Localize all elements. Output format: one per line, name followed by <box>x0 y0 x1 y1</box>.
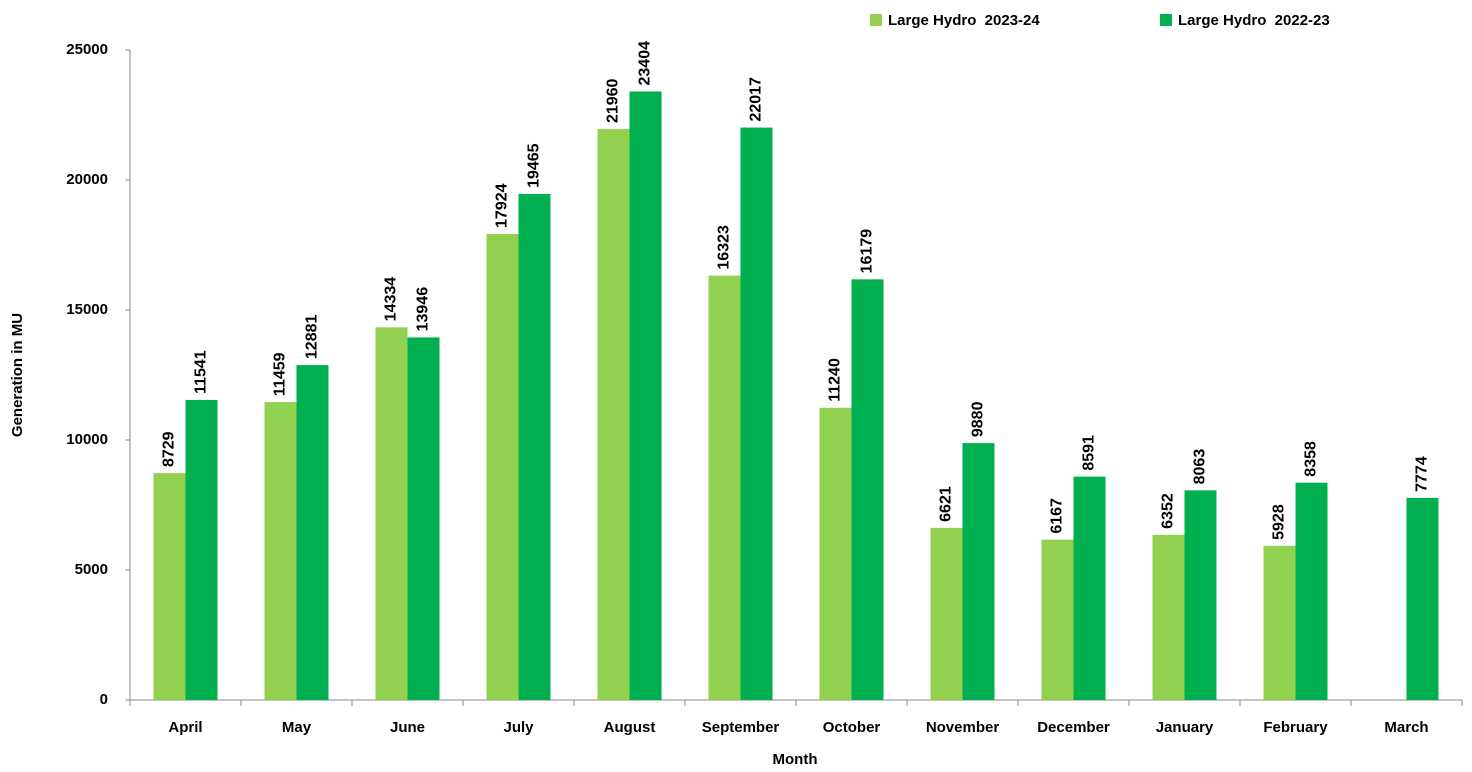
bar <box>930 527 963 700</box>
y-axis-title: Generation in MU <box>9 313 26 437</box>
data-label: 16323 <box>716 225 733 270</box>
bar <box>1263 545 1296 700</box>
data-label: 8729 <box>161 431 178 467</box>
legend-label: Large Hydro 2023-24 <box>888 12 1040 29</box>
legend-label: Large Hydro 2022-23 <box>1178 12 1330 29</box>
x-tick-label: June <box>390 719 425 736</box>
bar <box>851 279 884 700</box>
bar <box>153 473 186 700</box>
data-label: 23404 <box>637 41 654 86</box>
x-tick-label: May <box>282 719 312 736</box>
data-label: 22017 <box>748 77 765 122</box>
y-tick-label: 15000 <box>66 301 108 318</box>
x-tick-label: December <box>1037 719 1110 736</box>
x-tick-label: February <box>1263 719 1328 736</box>
data-label: 6352 <box>1160 493 1177 529</box>
bar <box>1295 482 1328 700</box>
legend-swatch <box>1160 14 1172 26</box>
data-label: 17924 <box>494 183 511 228</box>
bar <box>629 91 662 701</box>
x-tick-label: April <box>168 719 202 736</box>
data-label: 13946 <box>415 287 432 332</box>
data-label: 14334 <box>383 277 400 322</box>
bar <box>375 327 408 700</box>
y-tick-label: 20000 <box>66 171 108 188</box>
x-tick-label: August <box>604 719 656 736</box>
bar <box>597 129 630 701</box>
x-tick-label: October <box>823 719 881 736</box>
data-label: 11459 <box>272 352 289 396</box>
bar <box>1152 534 1185 700</box>
x-tick-label: November <box>926 719 1000 736</box>
bar <box>1406 497 1439 700</box>
bar <box>819 407 852 700</box>
bar <box>264 402 297 700</box>
bar <box>1041 539 1074 700</box>
x-axis-title: Month <box>773 751 818 768</box>
bar <box>740 127 773 701</box>
x-tick-label: March <box>1384 719 1428 736</box>
bar <box>407 337 440 700</box>
y-tick-label: 25000 <box>66 41 108 58</box>
y-tick-label: 5000 <box>75 561 108 578</box>
data-label: 12881 <box>304 315 321 360</box>
data-label: 9880 <box>970 401 987 437</box>
data-label: 16179 <box>859 229 876 274</box>
data-label: 7774 <box>1414 456 1431 492</box>
legend-swatch <box>870 14 882 26</box>
data-label: 21960 <box>605 78 622 123</box>
data-label: 8591 <box>1081 435 1098 471</box>
bar <box>486 233 519 700</box>
y-tick-label: 0 <box>100 691 108 708</box>
bar <box>185 399 218 700</box>
bar <box>1073 476 1106 700</box>
data-label: 6167 <box>1049 498 1066 534</box>
data-label: 8063 <box>1192 449 1209 485</box>
bar <box>708 275 741 700</box>
x-tick-label: July <box>503 719 534 736</box>
data-label: 19465 <box>526 143 543 188</box>
bar <box>518 193 551 700</box>
data-label: 11541 <box>193 350 210 394</box>
x-tick-label: September <box>702 719 780 736</box>
x-tick-label: January <box>1156 719 1214 736</box>
bar <box>962 443 995 700</box>
y-tick-label: 10000 <box>66 431 108 448</box>
data-label: 6621 <box>938 486 955 522</box>
data-label: 5928 <box>1271 504 1288 540</box>
bar <box>1184 490 1217 700</box>
bar <box>296 365 329 700</box>
data-label: 8358 <box>1303 441 1320 477</box>
data-label: 11240 <box>827 358 844 402</box>
